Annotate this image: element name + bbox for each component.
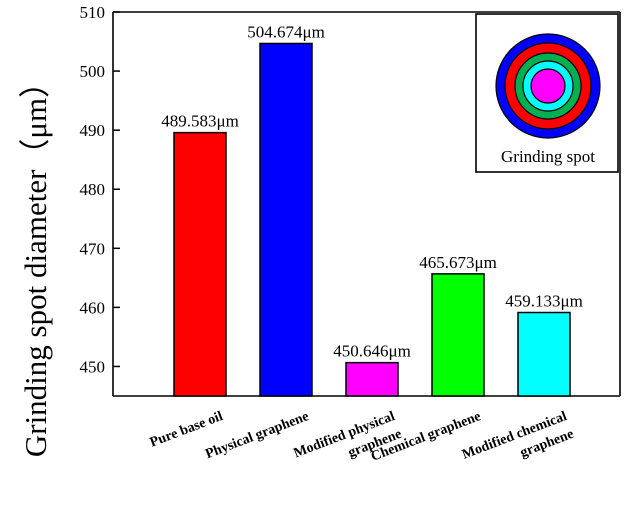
bar-value-label: 489.583μm [161, 112, 239, 131]
bar [259, 42, 313, 397]
y-tick-label: 450 [80, 357, 106, 376]
y-tick-label: 510 [80, 3, 106, 22]
bar-value-label: 450.646μm [333, 342, 411, 361]
inset-label: Grinding spot [501, 147, 595, 166]
bars [173, 42, 571, 397]
value-labels: 489.583μm 504.674μm 450.646μm 465.673μm 459.… [161, 22, 583, 360]
grinding-spot-rings [495, 33, 601, 139]
y-ticks: 450 460 470 480 490 500 510 [80, 3, 120, 376]
bar-value-label: 465.673μm [419, 253, 497, 272]
y-axis-label: Grinding spot diameter（μm） [18, 67, 53, 457]
bar-value-label: 459.133μm [505, 292, 583, 311]
y-tick-label: 500 [80, 62, 106, 81]
y-tick-label: 460 [80, 298, 106, 317]
y-tick-label: 480 [80, 180, 106, 199]
bar [173, 131, 227, 397]
y-tick-label: 470 [80, 239, 106, 258]
bar [431, 273, 485, 397]
grinding-spot-ring [530, 68, 566, 104]
bar-value-label: 504.674μm [247, 22, 325, 41]
y-tick-label: 490 [80, 121, 106, 140]
inset-legend: Grinding spot [475, 13, 619, 173]
bar [517, 311, 571, 397]
bar [345, 361, 399, 397]
